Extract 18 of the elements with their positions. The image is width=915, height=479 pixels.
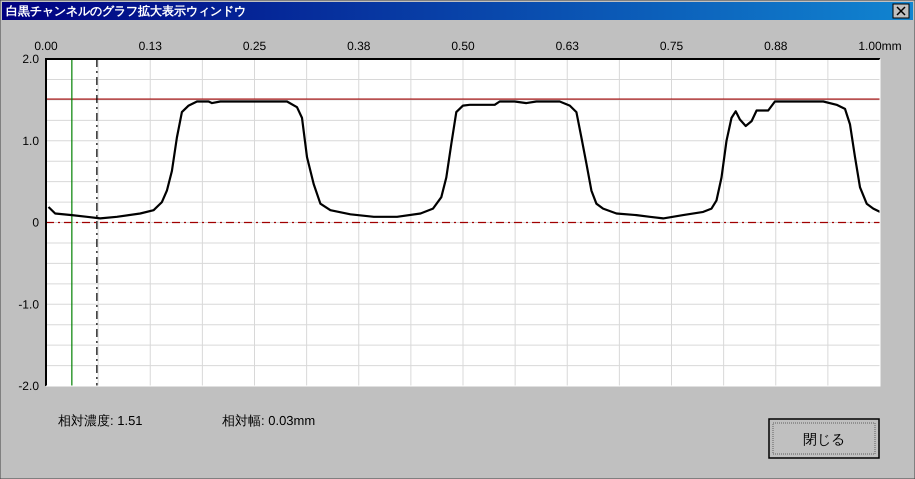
x-tick-label: 0.88 — [764, 39, 788, 53]
x-tick-label: 0.38 — [347, 39, 371, 53]
x-tick-label: 0.13 — [138, 39, 162, 53]
text: 閉じる — [803, 431, 845, 447]
x-tick-label: 0.50 — [451, 39, 475, 53]
y-tick-label: 2.0 — [22, 52, 40, 66]
y-tick-label: 0 — [32, 216, 40, 230]
x-tick-label: 1.00mm — [858, 39, 902, 53]
y-tick-label: 1.0 — [22, 134, 40, 148]
x-tick-label: 0.25 — [242, 39, 266, 53]
y-tick-label: -2.0 — [18, 379, 40, 393]
text: 相対幅: 0.03mm — [222, 413, 316, 428]
text: 相対濃度: 1.51 — [58, 413, 143, 428]
y-tick-label: -1.0 — [18, 297, 40, 312]
x-tick-label: 0.63 — [556, 39, 580, 53]
x-tick-label: 0.00 — [34, 39, 58, 53]
chart-title: 白黒チャンネルのグラフ拡大表示ウィンドウ — [6, 4, 246, 18]
x-tick-label: 0.75 — [660, 39, 684, 53]
